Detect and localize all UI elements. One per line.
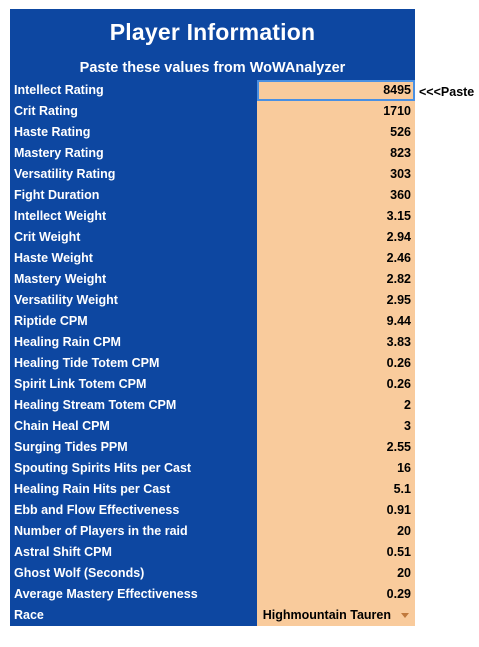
row-label: Healing Rain CPM xyxy=(14,335,121,349)
row-healing-rain-hits: Healing Rain Hits per Cast 5.1 xyxy=(10,479,415,500)
row-label: Number of Players in the raid xyxy=(14,524,188,538)
spouting-spirits-hits-cell[interactable]: 16 xyxy=(256,458,415,479)
row-versatility-weight: Versatility Weight 2.95 xyxy=(10,290,415,311)
row-label: Mastery Rating xyxy=(14,146,104,160)
chain-heal-cpm-cell[interactable]: 3 xyxy=(256,416,415,437)
row-label: Haste Weight xyxy=(14,251,93,265)
row-mastery-rating: Mastery Rating 823 xyxy=(10,143,415,164)
haste-weight-cell[interactable]: 2.46 xyxy=(256,248,415,269)
row-label: Astral Shift CPM xyxy=(14,545,112,559)
row-ghost-wolf-seconds: Ghost Wolf (Seconds) 20 xyxy=(10,563,415,584)
row-label: Surging Tides PPM xyxy=(14,440,128,454)
row-number-of-players: Number of Players in the raid 20 xyxy=(10,521,415,542)
row-label: Versatility Rating xyxy=(14,167,116,181)
row-label: Healing Tide Totem CPM xyxy=(14,356,160,370)
versatility-rating-cell[interactable]: 303 xyxy=(256,164,415,185)
row-healing-tide-totem-cpm: Healing Tide Totem CPM 0.26 xyxy=(10,353,415,374)
player-stats-table: Intellect Rating 8495 Crit Rating 1710 H… xyxy=(10,80,415,626)
mastery-weight-cell[interactable]: 2.82 xyxy=(256,269,415,290)
row-riptide-cpm: Riptide CPM 9.44 xyxy=(10,311,415,332)
row-label: Average Mastery Effectiveness xyxy=(14,587,198,601)
row-label: Riptide CPM xyxy=(14,314,88,328)
surging-tides-ppm-cell[interactable]: 2.55 xyxy=(256,437,415,458)
haste-rating-cell[interactable]: 526 xyxy=(256,122,415,143)
row-label: Crit Rating xyxy=(14,104,78,118)
row-crit-weight: Crit Weight 2.94 xyxy=(10,227,415,248)
intellect-rating-cell[interactable]: 8495 xyxy=(256,80,415,101)
row-intellect-rating: Intellect Rating 8495 xyxy=(10,80,415,101)
healing-stream-totem-cpm-cell[interactable]: 2 xyxy=(256,395,415,416)
row-label: Spirit Link Totem CPM xyxy=(14,377,147,391)
healing-rain-cpm-cell[interactable]: 3.83 xyxy=(256,332,415,353)
spirit-link-totem-cpm-cell[interactable]: 0.26 xyxy=(256,374,415,395)
row-label: Haste Rating xyxy=(14,125,91,139)
row-race: Race Highmountain Tauren xyxy=(10,605,415,626)
row-label: Chain Heal CPM xyxy=(14,419,110,433)
page-title: Player Information xyxy=(109,19,316,45)
ghost-wolf-seconds-cell[interactable]: 20 xyxy=(256,563,415,584)
row-label: Crit Weight xyxy=(14,230,81,244)
fight-duration-cell[interactable]: 360 xyxy=(256,185,415,206)
mastery-rating-cell[interactable]: 823 xyxy=(256,143,415,164)
row-chain-heal-cpm: Chain Heal CPM 3 xyxy=(10,416,415,437)
page-subtitle: Paste these values from WoWAnalyzer xyxy=(79,60,346,76)
intellect-weight-cell[interactable]: 3.15 xyxy=(256,206,415,227)
row-label: Healing Rain Hits per Cast xyxy=(14,482,171,496)
row-label: Intellect Weight xyxy=(14,209,107,223)
row-label: Mastery Weight xyxy=(14,272,107,286)
race-dropdown[interactable]: Highmountain Tauren xyxy=(256,605,415,626)
row-fight-duration: Fight Duration 360 xyxy=(10,185,415,206)
row-spouting-spirits-hits: Spouting Spirits Hits per Cast 16 xyxy=(10,458,415,479)
row-label: Ebb and Flow Effectiveness xyxy=(14,503,180,517)
ebb-and-flow-effectiveness-cell[interactable]: 0.91 xyxy=(256,500,415,521)
healing-tide-totem-cpm-cell[interactable]: 0.26 xyxy=(256,353,415,374)
row-healing-stream-totem-cpm: Healing Stream Totem CPM 2 xyxy=(10,395,415,416)
row-label: Healing Stream Totem CPM xyxy=(14,398,177,412)
chevron-down-icon[interactable] xyxy=(401,613,409,618)
row-haste-rating: Haste Rating 526 xyxy=(10,122,415,143)
row-astral-shift-cpm: Astral Shift CPM 0.51 xyxy=(10,542,415,563)
row-ebb-and-flow-effectiveness: Ebb and Flow Effectiveness 0.91 xyxy=(10,500,415,521)
row-mastery-weight: Mastery Weight 2.82 xyxy=(10,269,415,290)
average-mastery-effectiveness-cell[interactable]: 0.29 xyxy=(256,584,415,605)
row-versatility-rating: Versatility Rating 303 xyxy=(10,164,415,185)
row-surging-tides-ppm: Surging Tides PPM 2.55 xyxy=(10,437,415,458)
crit-rating-cell[interactable]: 1710 xyxy=(256,101,415,122)
player-information-sheet: Player Information Paste these values fr… xyxy=(10,9,415,626)
healing-rain-hits-cell[interactable]: 5.1 xyxy=(256,479,415,500)
versatility-weight-cell[interactable]: 2.95 xyxy=(256,290,415,311)
race-selected-value: Highmountain Tauren xyxy=(262,608,391,622)
row-intellect-weight: Intellect Weight 3.15 xyxy=(10,206,415,227)
row-label: Fight Duration xyxy=(14,188,100,202)
row-crit-rating: Crit Rating 1710 xyxy=(10,101,415,122)
number-of-players-cell[interactable]: 20 xyxy=(256,521,415,542)
riptide-cpm-cell[interactable]: 9.44 xyxy=(256,311,415,332)
astral-shift-cpm-cell[interactable]: 0.51 xyxy=(256,542,415,563)
row-label: Race xyxy=(14,608,44,622)
crit-weight-cell[interactable]: 2.94 xyxy=(256,227,415,248)
row-average-mastery-effectiveness: Average Mastery Effectiveness 0.29 xyxy=(10,584,415,605)
row-haste-weight: Haste Weight 2.46 xyxy=(10,248,415,269)
row-label: Versatility Weight xyxy=(14,293,118,307)
row-label: Intellect Rating xyxy=(14,83,104,97)
row-spirit-link-totem-cpm: Spirit Link Totem CPM 0.26 xyxy=(10,374,415,395)
row-label: Spouting Spirits Hits per Cast xyxy=(14,461,192,475)
row-label: Ghost Wolf (Seconds) xyxy=(14,566,145,580)
row-healing-rain-cpm: Healing Rain CPM 3.83 xyxy=(10,332,415,353)
paste-note: <<<Paste xyxy=(419,85,475,99)
